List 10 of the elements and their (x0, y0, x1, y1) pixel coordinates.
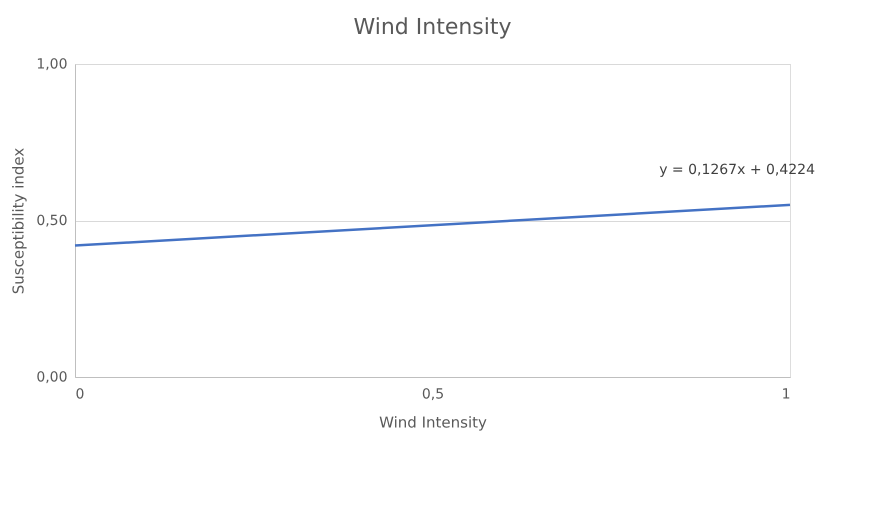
y-tick-label: 0,50 (36, 213, 68, 229)
annotation: y = 0,1267x + 0,4224 (659, 162, 816, 178)
chart-title: Wind Intensity (353, 15, 512, 40)
x-axis-title: Wind Intensity (379, 414, 487, 432)
x-tick-label: 1 (782, 386, 790, 402)
y-tick-label: 1,00 (36, 56, 68, 72)
x-tick-label: 0,5 (422, 386, 444, 402)
y-tick-label: 0,00 (36, 370, 68, 386)
y-axis-title: Susceptibility index (9, 148, 28, 294)
x-tick-label: 0 (76, 386, 84, 402)
